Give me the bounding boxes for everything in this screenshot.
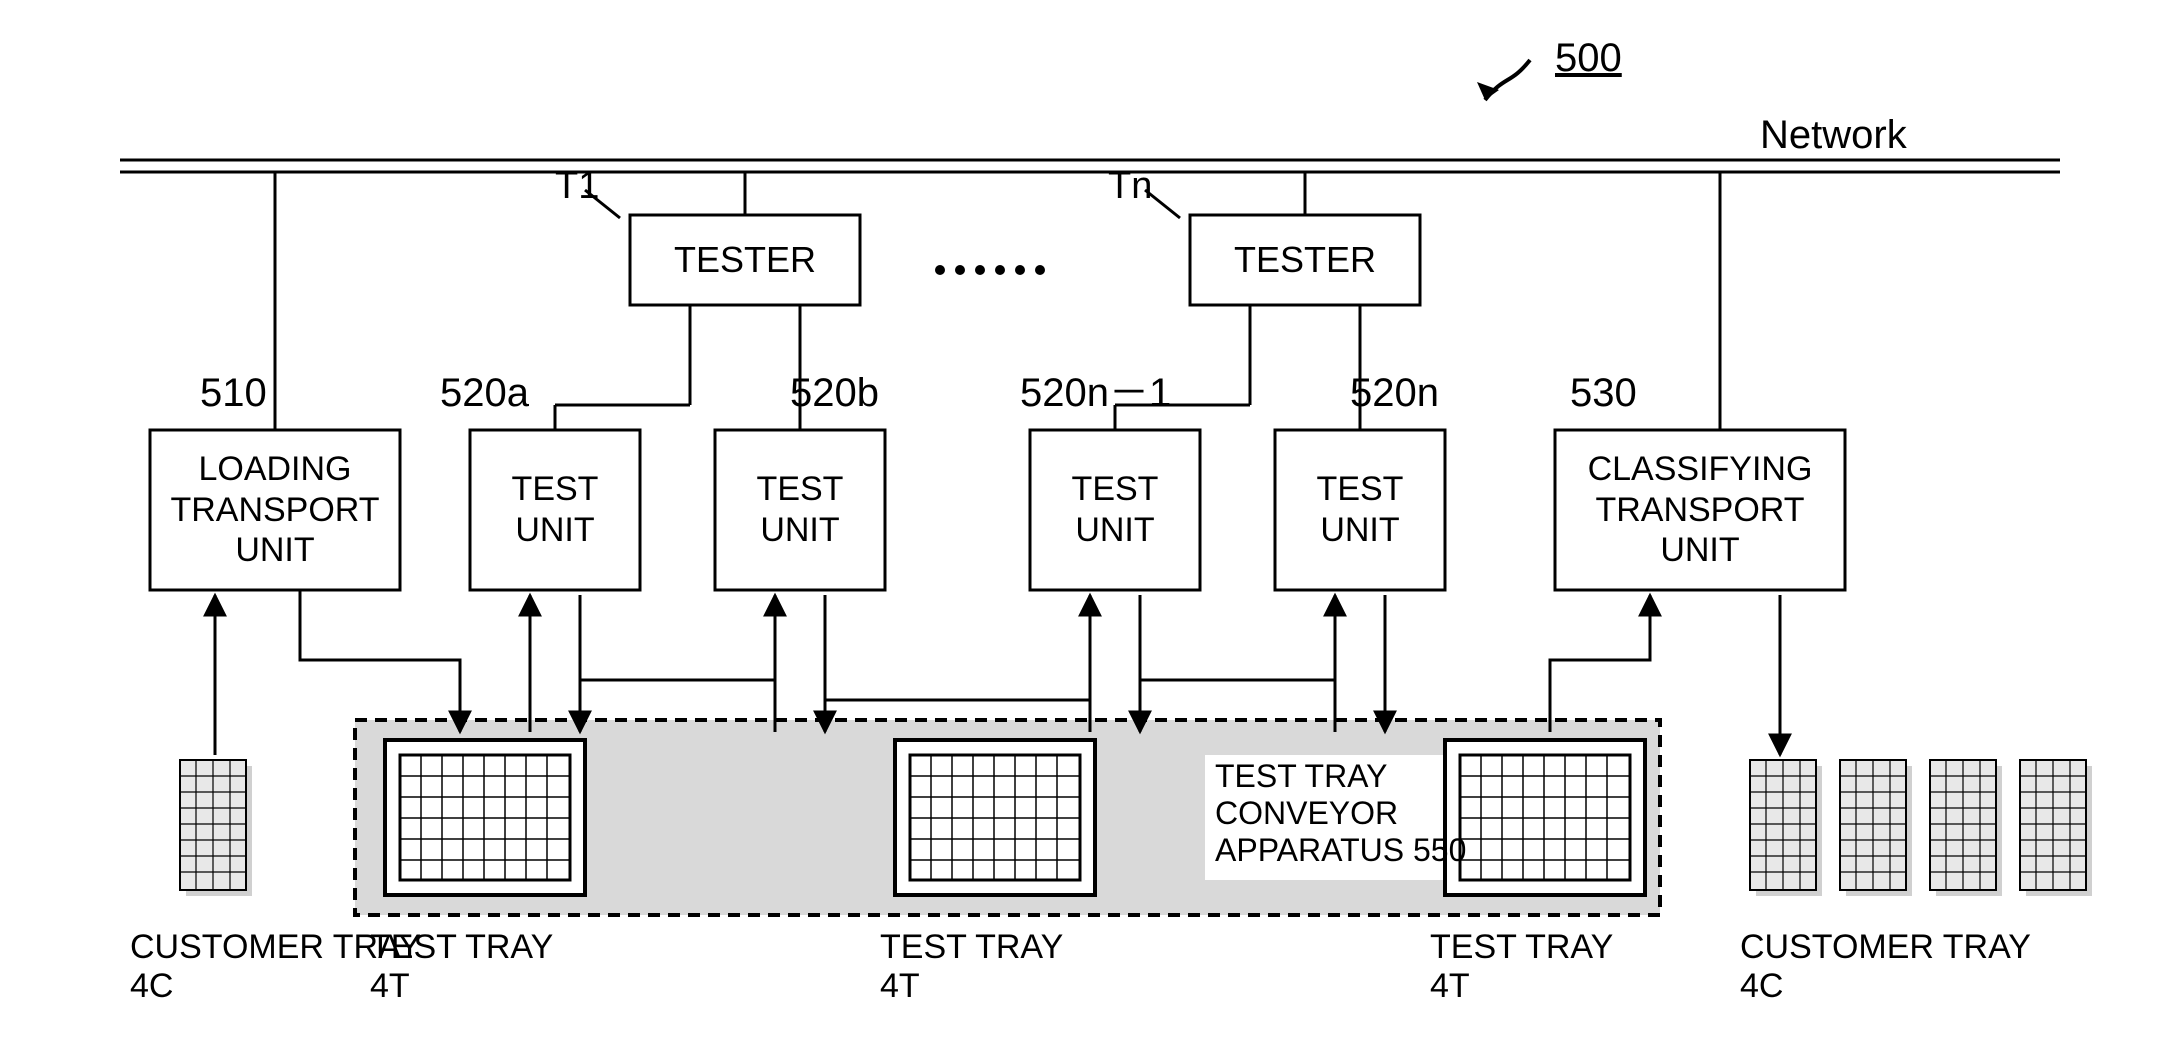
test-tray-1 [385,740,585,895]
network-label: Network [1760,112,1907,158]
customer-trays-right [1750,760,2092,896]
figure-ref-pointer [1477,60,1530,100]
test-unit-1-label: TEST UNIT [470,430,640,590]
customer-tray-left [180,760,252,896]
customer-tray-right-label: CUSTOMER TRAY 4C [1740,928,2031,1006]
test-tray-3 [1445,740,1645,895]
conveyor-label: TEST TRAY CONVEYOR APPARATUS 550 [1215,758,1466,868]
tester-n-label: TESTER [1190,215,1420,305]
label-520b: 520b [790,370,879,416]
label-510: 510 [200,370,267,416]
arrows-test-units [530,595,1385,732]
test-unit-4-label: TEST UNIT [1275,430,1445,590]
test-tray-2-label: TEST TRAY 4T [880,928,1063,1006]
label-520n1: 520n－1 [1020,370,1171,416]
tester-1-ref: T1 [555,165,599,209]
figure-ref-label: 500 [1555,35,1622,81]
tester-n-ref: Tn [1108,165,1152,209]
tester-1-label: TESTER [630,215,860,305]
loading-unit-label: LOADING TRANSPORT UNIT [150,430,400,590]
label-520a: 520a [440,370,529,416]
test-tray-1-label: TEST TRAY 4T [370,928,553,1006]
test-tray-2 [895,740,1095,895]
test-unit-3-label: TEST UNIT [1030,430,1200,590]
classify-unit-label: CLASSIFYING TRANSPORT UNIT [1555,430,1845,590]
test-tray-3-label: TEST TRAY 4T [1430,928,1613,1006]
label-520n: 520n [1350,370,1439,416]
test-unit-2-label: TEST UNIT [715,430,885,590]
center-ellipsis [935,265,1045,275]
label-530: 530 [1570,370,1637,416]
network-bus [120,160,2060,172]
